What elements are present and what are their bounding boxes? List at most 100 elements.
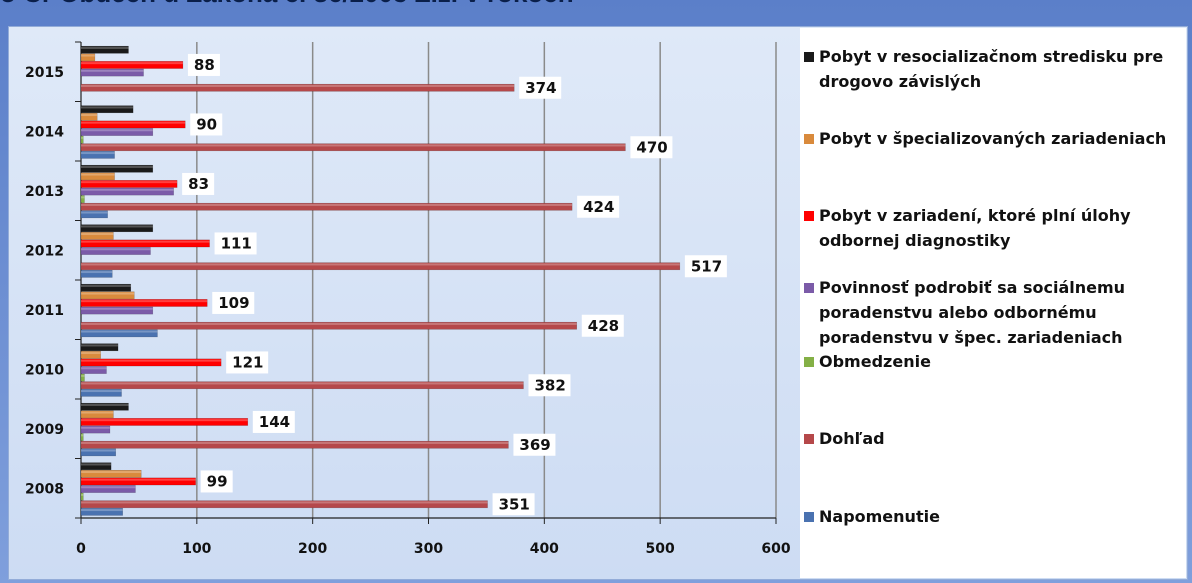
- y-tick-label: 2011: [25, 303, 64, 319]
- bar-highlight: [81, 471, 142, 474]
- bar: [80, 440, 509, 449]
- data-label-box: [226, 351, 269, 374]
- bar: [80, 351, 101, 359]
- bar-highlight: [81, 486, 136, 489]
- data-label-box: [581, 314, 624, 337]
- bar-highlight: [81, 240, 210, 243]
- bar-chart: 0 100 200 300 400 500 600 2015 88 374 2014 90 470 201…: [25, 41, 791, 557]
- data-label: 517: [691, 257, 722, 275]
- data-label: 99: [207, 472, 228, 490]
- bar: [80, 180, 178, 188]
- bar: [80, 402, 129, 411]
- bar-highlight: [81, 359, 222, 362]
- bar: [80, 366, 107, 374]
- data-label-box: [684, 255, 727, 278]
- bar: [80, 418, 249, 426]
- y-tick-label: 2013: [25, 184, 64, 200]
- bar-highlight: [81, 322, 577, 325]
- bar-highlight: [81, 374, 85, 377]
- x-tick-label: 500: [646, 541, 675, 557]
- data-label-box: [492, 493, 535, 516]
- bar: [80, 492, 84, 501]
- x-tick-label: 100: [182, 541, 211, 557]
- data-label-box: [528, 374, 571, 397]
- bar: [80, 61, 184, 69]
- data-label-box: [577, 195, 620, 218]
- bar-highlight: [81, 509, 123, 512]
- data-label: 470: [636, 138, 667, 156]
- legend-swatch: [804, 52, 814, 62]
- x-tick-label: 200: [298, 541, 327, 557]
- bar: [80, 68, 144, 77]
- y-tick-label: 2015: [25, 65, 64, 81]
- data-label: 369: [519, 436, 550, 454]
- bar-highlight: [81, 352, 101, 355]
- data-label: 351: [499, 495, 530, 513]
- bar-highlight: [81, 69, 144, 72]
- bar-highlight: [81, 114, 98, 117]
- legend-swatch: [804, 283, 814, 293]
- y-tick-label: 2008: [25, 481, 64, 497]
- bar-highlight: [81, 165, 153, 168]
- bar: [80, 135, 84, 144]
- y-tick-label: 2012: [25, 243, 64, 259]
- bar: [80, 448, 116, 457]
- bar-highlight: [81, 307, 153, 310]
- bar: [80, 45, 129, 54]
- bar-highlight: [81, 129, 153, 132]
- bar: [80, 358, 222, 367]
- legend-label: drogovo závislých: [819, 72, 982, 91]
- data-label: 111: [221, 234, 252, 252]
- bar: [80, 151, 115, 159]
- bar: [80, 389, 122, 397]
- bar: [80, 262, 681, 271]
- bar: [80, 291, 135, 300]
- bar: [80, 53, 96, 62]
- legend-swatch: [804, 211, 814, 221]
- data-label-box: [200, 470, 233, 493]
- bar-highlight: [81, 478, 196, 481]
- bar-highlight: [81, 449, 116, 452]
- bar-highlight: [81, 136, 84, 139]
- legend-item: Obmedzenie: [800, 349, 1180, 374]
- bar: [80, 410, 114, 419]
- bar: [80, 470, 142, 478]
- bar: [80, 485, 136, 493]
- bar: [80, 164, 154, 173]
- bar-highlight: [81, 441, 509, 444]
- bar-highlight: [81, 233, 114, 236]
- bar-highlight: [81, 330, 158, 333]
- legend-item: Pobyt v špecializovaných zariadeniach: [800, 126, 1180, 151]
- data-label: 374: [525, 79, 556, 97]
- bar-highlight: [81, 196, 85, 199]
- legend-item: Povinnosť podrobiť sa sociálnemu poradens…: [800, 275, 1180, 350]
- data-label-box: [187, 53, 220, 76]
- bar-highlight: [81, 106, 134, 109]
- data-label: 88: [194, 56, 215, 74]
- bar: [80, 462, 112, 471]
- data-label: 90: [196, 115, 217, 133]
- bar: [80, 113, 98, 121]
- bar-highlight: [81, 203, 573, 206]
- bar-highlight: [81, 426, 110, 429]
- bar: [80, 433, 84, 441]
- legend-item: Dohľad: [800, 426, 1180, 451]
- bar: [80, 105, 134, 114]
- data-label: 83: [188, 175, 209, 193]
- data-label-box: [630, 136, 673, 159]
- bar: [80, 143, 626, 152]
- legend-swatch: [804, 434, 814, 444]
- bar-highlight: [81, 62, 183, 65]
- bar: [80, 187, 174, 196]
- bar-highlight: [81, 263, 680, 266]
- bar: [80, 210, 108, 219]
- bar: [80, 224, 154, 233]
- legend-item: Napomenutie: [800, 504, 1180, 529]
- bar: [80, 239, 210, 248]
- legend-swatch: [804, 512, 814, 522]
- legend-item: Pobyt v resocializačnom stredisku pre dro…: [800, 44, 1180, 94]
- bar: [80, 299, 208, 307]
- bar: [80, 247, 151, 255]
- y-tick-label: 2009: [25, 422, 64, 438]
- bar-highlight: [81, 411, 114, 414]
